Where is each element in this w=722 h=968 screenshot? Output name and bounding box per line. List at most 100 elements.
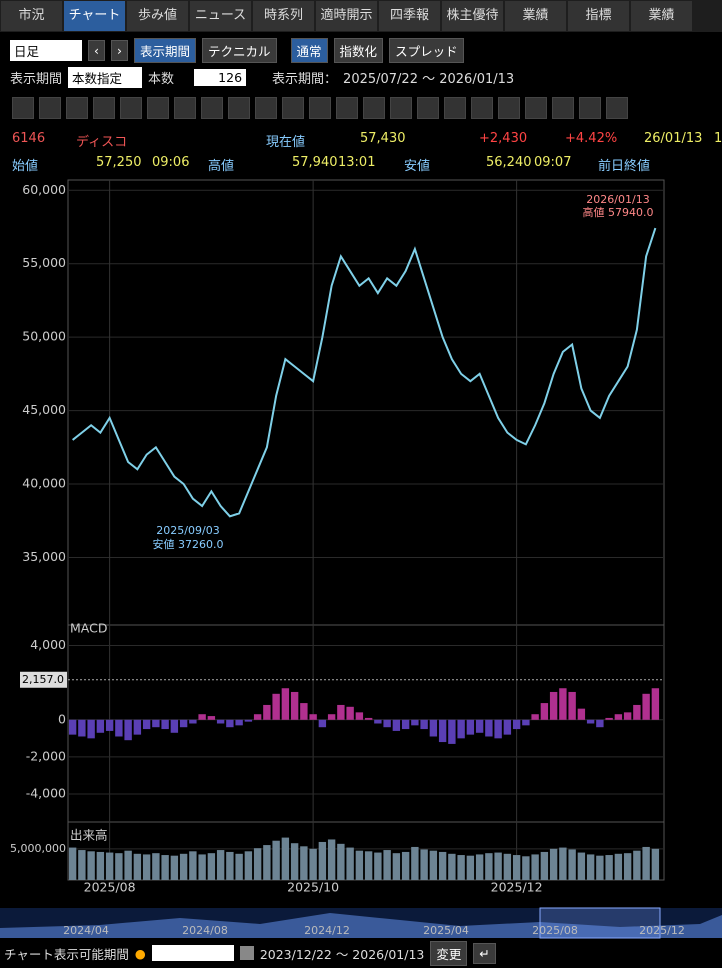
count-input[interactable]: 126 xyxy=(194,69,247,86)
info-icon: ● xyxy=(134,945,146,961)
tab[interactable]: 業績 xyxy=(631,1,692,31)
tool[interactable] xyxy=(525,97,547,119)
tool[interactable] xyxy=(12,97,34,119)
date-input[interactable] xyxy=(151,945,234,961)
tool[interactable] xyxy=(282,97,304,119)
tool[interactable] xyxy=(66,97,88,119)
bar xyxy=(207,853,216,880)
tool[interactable] xyxy=(471,97,493,119)
bar xyxy=(189,851,197,880)
bar xyxy=(466,719,475,735)
tab[interactable]: チャート xyxy=(64,1,125,31)
navigator-label: 2024/08 xyxy=(182,924,228,937)
bar xyxy=(355,712,364,720)
bar xyxy=(383,850,391,880)
change-button[interactable]: 変更 xyxy=(430,940,468,966)
tab[interactable]: 業績 xyxy=(505,1,566,31)
bar xyxy=(152,853,160,880)
x-tick-label: 2025/10 xyxy=(287,880,339,895)
prev[interactable]: ‹ xyxy=(88,40,105,61)
tab[interactable]: 株主優待 xyxy=(442,1,503,31)
bar xyxy=(614,714,623,720)
bar xyxy=(281,837,290,880)
bar xyxy=(614,853,623,880)
tool[interactable] xyxy=(309,97,331,119)
tool[interactable] xyxy=(39,97,61,119)
tool[interactable] xyxy=(336,97,358,119)
bar xyxy=(189,719,197,724)
annotation: 2026/01/13 xyxy=(586,193,649,206)
bar xyxy=(623,712,632,720)
tool[interactable] xyxy=(363,97,385,119)
bar xyxy=(651,688,660,720)
tool[interactable] xyxy=(228,97,250,119)
bar xyxy=(318,719,327,728)
tool[interactable] xyxy=(417,97,439,119)
reset[interactable]: ↵ xyxy=(473,942,496,964)
bar xyxy=(78,850,86,880)
tab[interactable]: 歩み値 xyxy=(127,1,188,31)
bar xyxy=(198,854,206,880)
tool[interactable] xyxy=(174,97,196,119)
bar xyxy=(198,714,206,720)
tab[interactable]: 時系列 xyxy=(253,1,314,31)
tab[interactable]: 市況 xyxy=(1,1,62,31)
tool[interactable] xyxy=(147,97,169,119)
mode-select[interactable]: 本数指定 xyxy=(68,67,143,88)
tab[interactable]: ニュース xyxy=(190,1,251,31)
tool[interactable] xyxy=(93,97,115,119)
calendar[interactable] xyxy=(239,946,254,960)
bar xyxy=(503,719,512,735)
next[interactable]: › xyxy=(111,40,128,61)
bar xyxy=(300,703,308,720)
bar xyxy=(605,717,613,720)
mode-button[interactable]: スプレッド xyxy=(389,38,464,63)
tab[interactable]: 指標 xyxy=(568,1,629,31)
y-tick-label: 4,000 xyxy=(30,637,66,652)
panel-title: MACD xyxy=(70,621,107,636)
bar xyxy=(586,854,595,880)
tool[interactable] xyxy=(390,97,412,119)
mode-button[interactable]: 指数化 xyxy=(333,38,384,63)
bar xyxy=(235,719,243,726)
mode-button[interactable]: 通常 xyxy=(290,38,328,63)
bar xyxy=(605,855,613,880)
footer: チャート表示可能期間 ● 2023/12/22 ～ 2026/01/13 変更 … xyxy=(4,940,718,966)
range: 2025/07/22 ～ 2026/01/13 xyxy=(343,72,515,87)
tool[interactable] xyxy=(579,97,601,119)
bar xyxy=(105,719,114,731)
bar xyxy=(420,849,428,880)
bar xyxy=(438,719,447,743)
tool[interactable] xyxy=(552,97,574,119)
interval-select[interactable]: 日足 xyxy=(10,40,82,61)
bar xyxy=(596,855,604,880)
tool[interactable] xyxy=(498,97,520,119)
ohlc-row: 始値 57,250 09:06 高値 57,940 13:01 安値 56,24… xyxy=(12,155,712,174)
tool[interactable] xyxy=(255,97,277,119)
y-tick-label: 40,000 xyxy=(22,476,66,491)
bar xyxy=(531,714,539,720)
tool[interactable] xyxy=(606,97,628,119)
bar xyxy=(448,719,456,744)
bar xyxy=(244,719,253,722)
bar xyxy=(161,855,169,880)
tool[interactable] xyxy=(444,97,466,119)
tab[interactable]: 四季報 xyxy=(379,1,440,31)
tab[interactable]: 適時開示 xyxy=(316,1,377,31)
bar xyxy=(485,853,493,880)
bar xyxy=(448,853,456,880)
period-row: 表示期間 本数指定 本数 126 表示期間： 2025/07/22 ～ 2026… xyxy=(10,67,514,88)
bar xyxy=(420,719,428,730)
bar xyxy=(115,719,123,737)
tool[interactable] xyxy=(120,97,142,119)
period-button[interactable]: 表示期間 xyxy=(134,38,197,63)
bar xyxy=(374,719,382,724)
technical-button[interactable]: テクニカル xyxy=(202,38,277,63)
tool[interactable] xyxy=(201,97,223,119)
bar xyxy=(235,853,243,880)
bar xyxy=(216,850,225,880)
name: ディスコ xyxy=(76,135,128,150)
time: 09:06 xyxy=(152,155,190,170)
bar xyxy=(179,853,188,880)
